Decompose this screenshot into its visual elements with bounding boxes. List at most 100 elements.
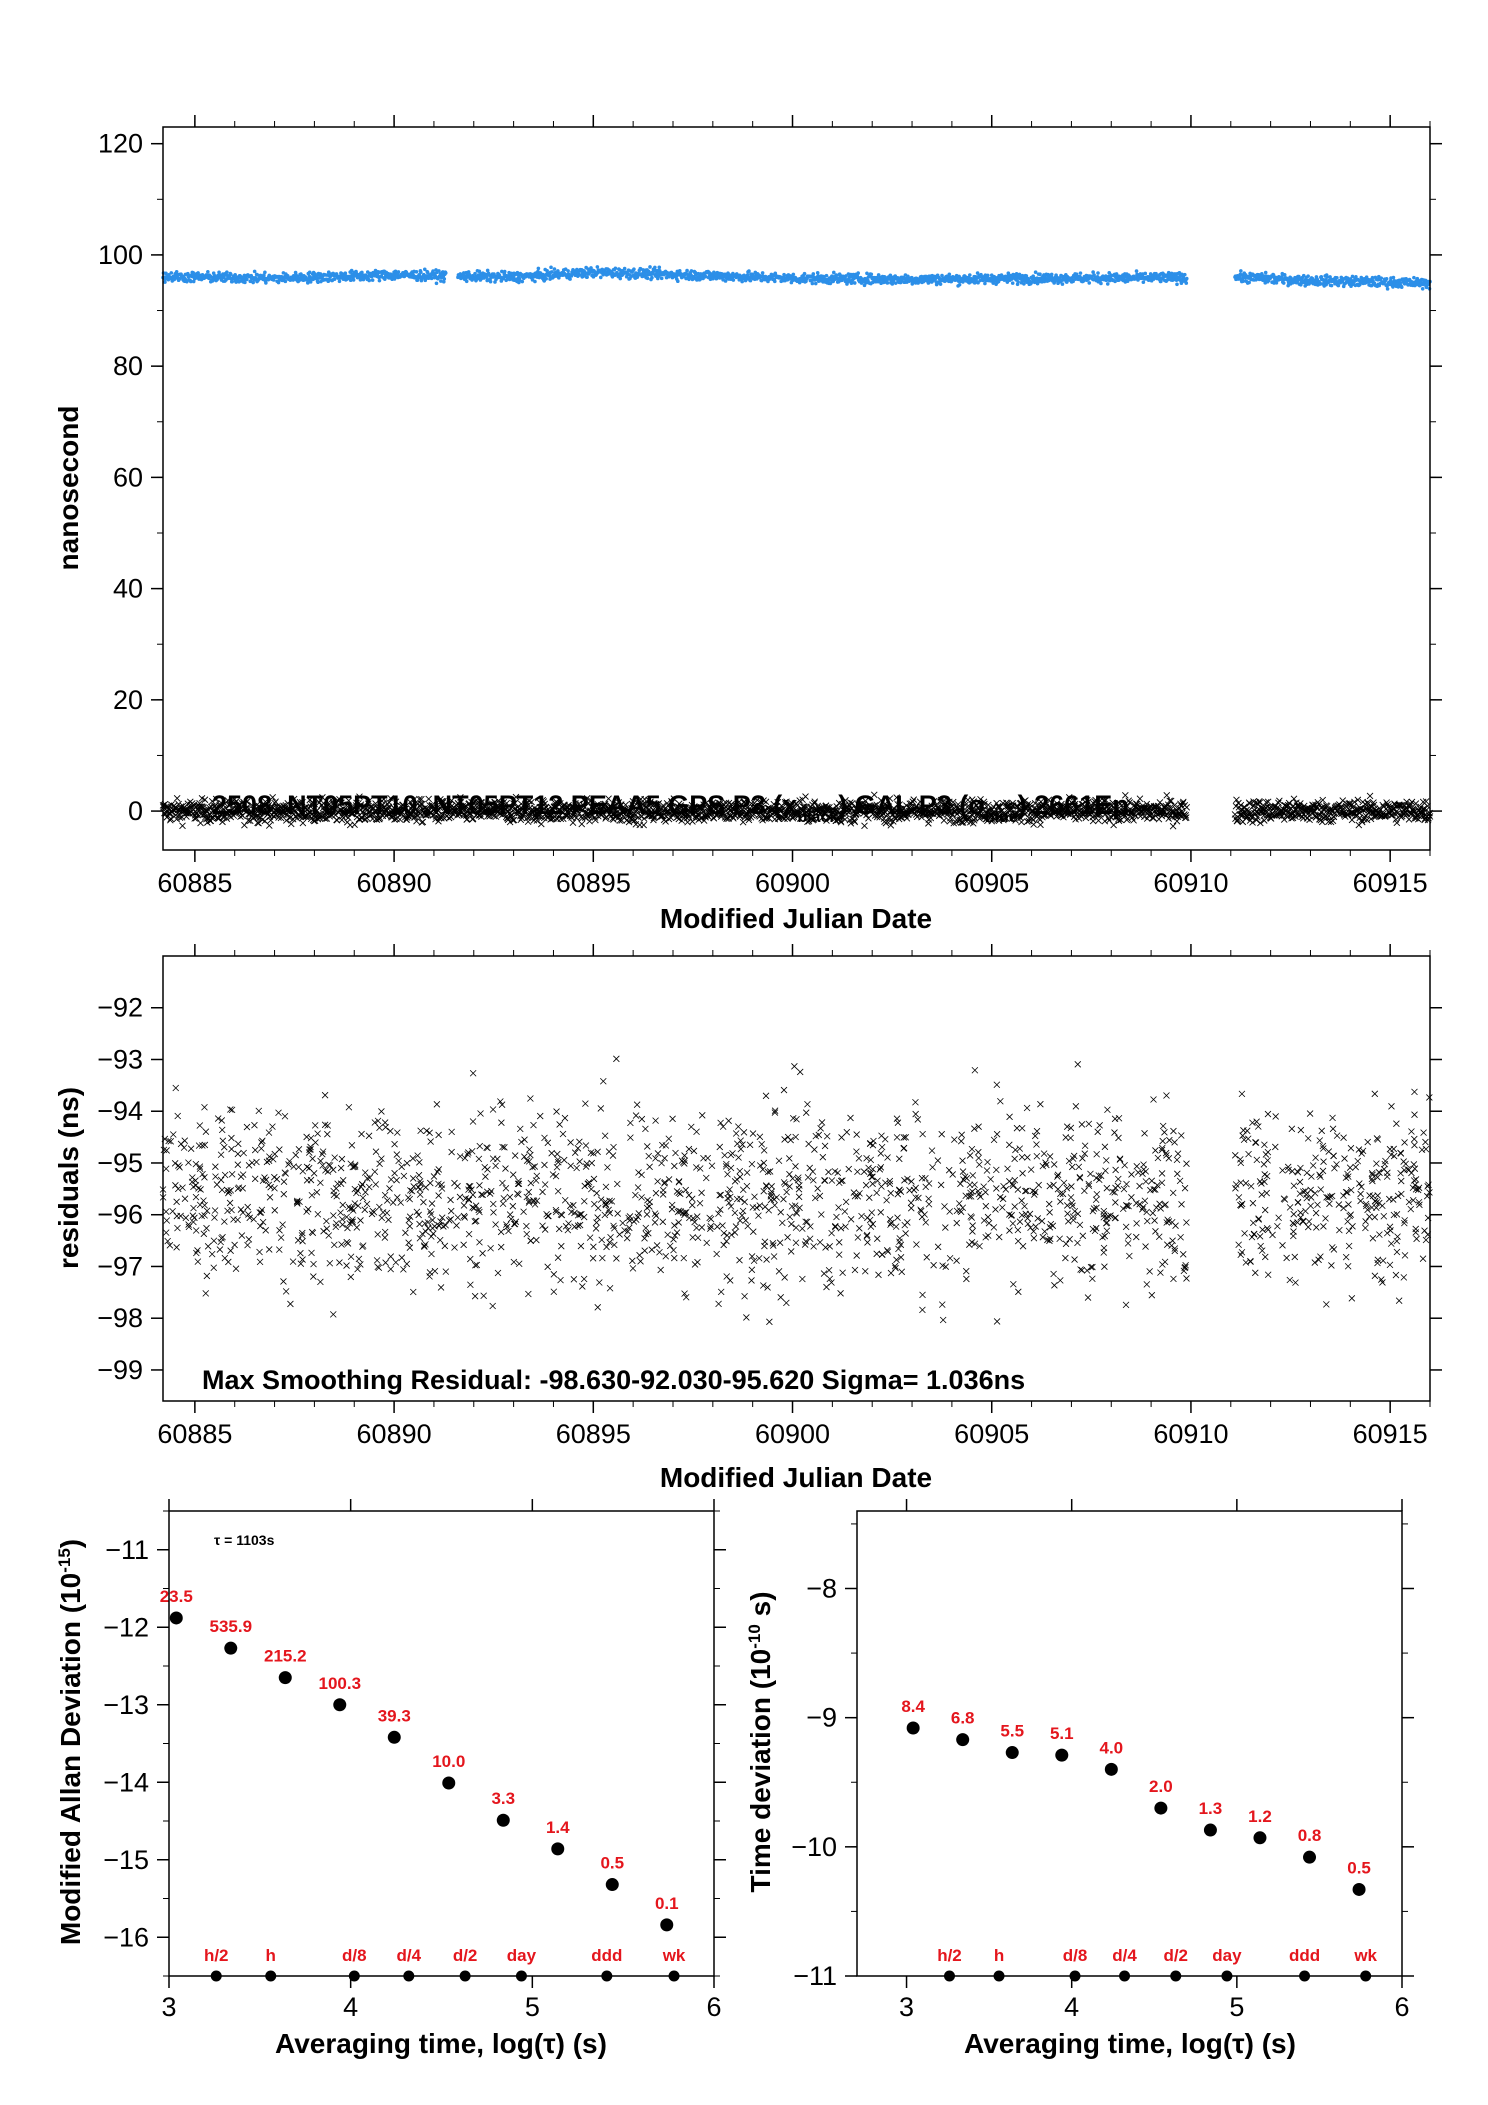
gps-point — [422, 812, 430, 819]
gps-point — [212, 795, 220, 803]
gps-point — [357, 801, 365, 808]
x-tick-label: 60885 — [157, 868, 232, 898]
gps-point — [308, 800, 316, 808]
gps-point — [346, 821, 354, 829]
gps-point — [334, 796, 341, 804]
timing-ticks: 60885 60890 60895 60900 60905 60910 6091502040… — [98, 115, 1442, 898]
gps-point — [397, 810, 405, 818]
gps-point — [167, 801, 175, 808]
gps-point — [352, 803, 359, 811]
gps-point — [372, 800, 379, 807]
gps-point — [360, 804, 367, 812]
gps-point — [448, 802, 456, 810]
gps-point — [267, 816, 275, 824]
gps-point — [411, 813, 419, 820]
gps-point — [265, 802, 273, 809]
gps-point — [230, 796, 238, 803]
gps-point — [351, 821, 358, 828]
gps-point — [410, 796, 417, 804]
gps-point — [419, 818, 427, 826]
gps-point — [189, 810, 197, 817]
gps-point — [202, 806, 210, 813]
gps-point — [345, 797, 353, 804]
gps-point — [244, 804, 252, 812]
gps-point — [299, 819, 307, 827]
gps-point — [464, 807, 472, 814]
gps-point — [387, 795, 394, 802]
gps-point — [434, 807, 442, 814]
gps-point — [413, 817, 420, 825]
gps-point — [438, 814, 445, 822]
gps-point — [322, 815, 329, 823]
gps-point — [283, 811, 291, 818]
gps-point — [277, 814, 285, 822]
gps-point — [365, 797, 373, 805]
x-tick-label: 60905 — [954, 868, 1029, 898]
gps-point — [319, 794, 326, 801]
y-tick-label: 40 — [113, 574, 143, 604]
y-tick-label: 60 — [113, 462, 143, 492]
gps-point — [284, 799, 292, 807]
gps-point — [176, 814, 184, 822]
gps-point — [326, 813, 334, 820]
gps-point — [319, 805, 327, 812]
gps-point — [342, 812, 349, 820]
gps-point — [298, 810, 306, 817]
gps-point — [310, 817, 318, 825]
gps-point — [323, 815, 331, 822]
gps-point — [306, 809, 314, 817]
gps-point — [363, 814, 371, 822]
gps-point — [201, 796, 209, 804]
gps-point — [315, 810, 323, 818]
gps-point — [296, 798, 304, 806]
gps-point — [248, 802, 256, 809]
gps-point — [396, 816, 404, 823]
gps-point — [198, 795, 206, 802]
gps-point — [434, 804, 441, 811]
gps-point — [391, 805, 399, 813]
gps-point — [258, 804, 265, 812]
gps-point — [261, 817, 269, 825]
gps-point — [380, 795, 388, 803]
gps-point — [222, 810, 229, 817]
gps-point — [173, 794, 181, 802]
gps-point — [273, 803, 281, 810]
gps-point — [170, 802, 178, 809]
gps-point — [199, 804, 207, 812]
gps-point — [318, 801, 326, 809]
gps-point — [225, 808, 233, 816]
gps-point — [173, 815, 180, 823]
gps-point — [385, 799, 393, 806]
gps-point — [196, 803, 204, 811]
gps-point — [373, 816, 381, 823]
gps-point — [385, 803, 393, 811]
gps-point — [167, 815, 175, 823]
gps-point — [224, 797, 232, 804]
gps-point — [226, 801, 234, 809]
gps-point — [396, 807, 403, 815]
gps-point — [416, 795, 423, 803]
gps-point — [341, 806, 348, 813]
gps-point — [287, 820, 295, 828]
gps-point — [172, 805, 180, 813]
gps-point — [425, 795, 433, 803]
gps-point — [231, 809, 238, 817]
gps-point — [288, 806, 296, 813]
gps-point — [391, 816, 398, 823]
y-tick-label: 100 — [98, 240, 143, 270]
gps-point — [259, 816, 266, 824]
gps-series — [159, 791, 1434, 830]
gps-point — [451, 805, 459, 813]
gps-point — [463, 815, 471, 823]
gps-point — [428, 801, 436, 809]
gps-point — [179, 822, 186, 830]
gps-point — [311, 800, 318, 808]
gps-point — [426, 802, 433, 809]
gps-point — [285, 806, 293, 813]
timing-panel: 60885 60890 60895 60900 60905 60910 6091502040… — [53, 115, 1442, 934]
gps-point — [219, 818, 226, 826]
gps-point — [306, 796, 314, 804]
gps-point — [315, 812, 322, 819]
gps-point — [338, 799, 345, 807]
